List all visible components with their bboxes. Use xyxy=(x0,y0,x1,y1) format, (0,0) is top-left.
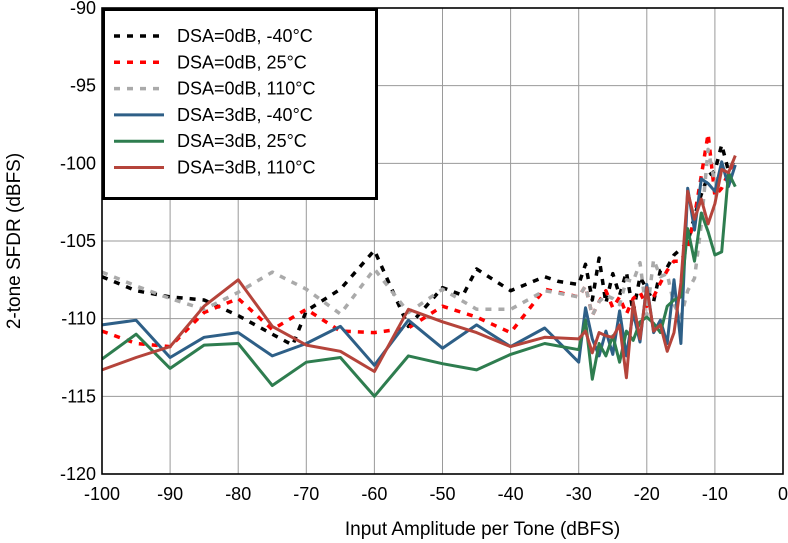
series-line-2 xyxy=(101,132,737,349)
x-tick-label: -40 xyxy=(498,484,524,504)
x-axis-label: Input Amplitude per Tone (dBFS) xyxy=(345,519,620,540)
y-tick-label: -90 xyxy=(70,0,96,18)
legend-label-3: DSA=0dB, 110°C xyxy=(177,79,315,99)
series-lines xyxy=(101,132,737,398)
legend-label-1: DSA=0dB, -40°C xyxy=(177,26,313,46)
y-tick-label: -95 xyxy=(70,76,96,96)
y-tick-label: -110 xyxy=(61,309,96,329)
series-line-5 xyxy=(101,171,737,398)
x-tick-label: -10 xyxy=(702,484,728,504)
x-tick-label: -90 xyxy=(157,484,183,504)
x-tick-label: -80 xyxy=(225,484,251,504)
x-tick-label: 0 xyxy=(778,484,788,504)
y-tick-labels: -90 -95 -100 -105 -110 -115 -120 xyxy=(60,0,96,484)
legend-label-2: DSA=0dB, 25°C xyxy=(177,52,307,72)
legend-label-5: DSA=3dB, 25°C xyxy=(177,131,307,151)
y-tick-label: -100 xyxy=(60,153,96,173)
x-tick-labels: -100 -90 -80 -70 -60 -50 -40 -30 -20 -10 0 xyxy=(84,484,788,504)
series-line-6 xyxy=(101,155,737,380)
x-tick-label: -70 xyxy=(293,484,319,504)
y-tick-label: -115 xyxy=(61,386,96,406)
series-line-3 xyxy=(101,147,737,319)
plot-frame xyxy=(101,7,784,475)
legend: DSA=0dB, -40°C DSA=0dB, 25°C DSA=0dB, 110°… xyxy=(102,8,378,200)
x-tick-label: -30 xyxy=(566,484,592,504)
y-axis-label: 2-tone SFDR (dBFS) xyxy=(4,153,25,329)
x-tick-label: -20 xyxy=(634,484,660,504)
legend-label-6: DSA=3dB, 110°C xyxy=(177,158,315,178)
x-tick-label: -100 xyxy=(84,484,120,504)
y-tick-label: -105 xyxy=(60,231,96,251)
legend-label-4: DSA=3dB, -40°C xyxy=(177,105,313,125)
y-tick-label: -120 xyxy=(60,464,96,484)
x-tick-label: -50 xyxy=(429,484,455,504)
x-tick-label: -60 xyxy=(361,484,387,504)
